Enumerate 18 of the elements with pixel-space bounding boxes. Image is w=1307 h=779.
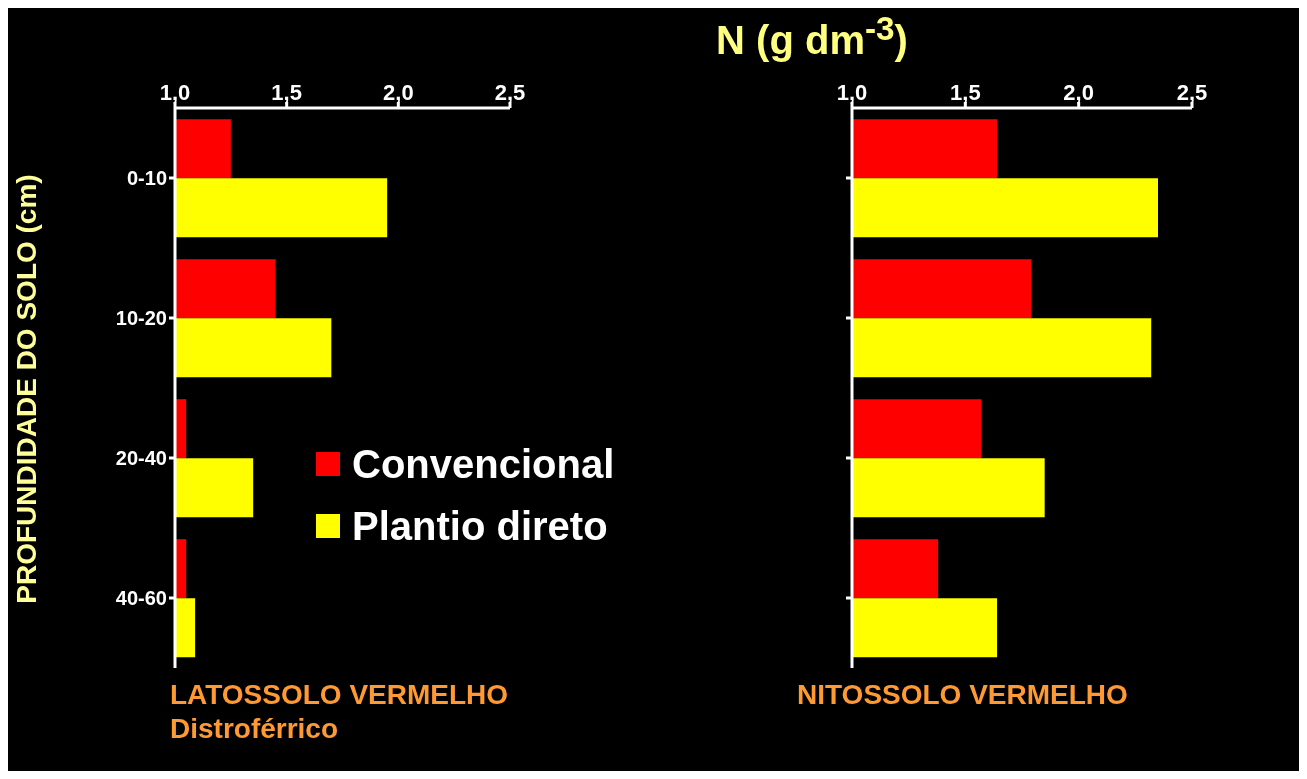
- x-tick-label: 2,5: [1176, 80, 1208, 105]
- y-axis-title: PROFUNDIDADE DO SOLO (cm): [11, 174, 42, 604]
- x-axis-title: NITOSSOLO VERMELHO: [797, 679, 1128, 710]
- legend-label: Convencional: [352, 441, 615, 487]
- x-axis-title: LATOSSOLO VERMELHO Distroférrico: [170, 679, 509, 744]
- chart-title: N (g dm$^{-3}$): [716, 10, 908, 63]
- y-tick-label: 40-60: [115, 587, 167, 610]
- x-tick-label: 1,0: [836, 80, 868, 105]
- x-tick-label: 2,5: [494, 80, 526, 105]
- y-tick-label: 20-40: [115, 447, 167, 470]
- legend-label: Plantio direto: [352, 503, 608, 549]
- x-tick-label: 2,0: [1063, 80, 1094, 105]
- y-tick-label: 10-20: [115, 307, 167, 330]
- x-tick-label: 1,0: [159, 80, 191, 105]
- x-tick-label: 1,5: [950, 80, 981, 105]
- x-tick-label: 1,5: [271, 80, 302, 105]
- y-tick-label: 0-10: [126, 167, 167, 190]
- x-tick-label: 2,0: [383, 80, 414, 105]
